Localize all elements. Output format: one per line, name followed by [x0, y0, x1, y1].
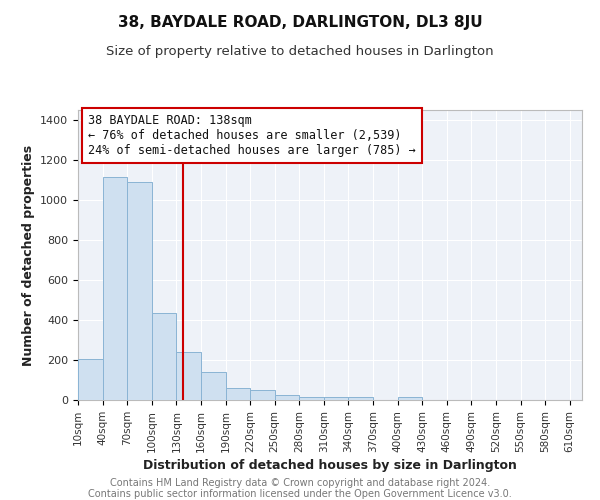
X-axis label: Distribution of detached houses by size in Darlington: Distribution of detached houses by size … [143, 458, 517, 471]
Bar [398, 397, 422, 400]
Bar [152, 313, 176, 400]
Bar [349, 397, 373, 400]
Y-axis label: Number of detached properties: Number of detached properties [22, 144, 35, 366]
Bar [250, 390, 275, 400]
Bar [275, 395, 299, 400]
Text: Size of property relative to detached houses in Darlington: Size of property relative to detached ho… [106, 45, 494, 58]
Bar [176, 352, 201, 400]
Bar [201, 372, 226, 400]
Bar [324, 397, 349, 400]
Bar [226, 388, 250, 400]
Bar [299, 397, 324, 400]
Bar [127, 182, 152, 400]
Bar [103, 177, 127, 400]
Bar [78, 359, 103, 400]
Text: Contains public sector information licensed under the Open Government Licence v3: Contains public sector information licen… [88, 489, 512, 499]
Text: Contains HM Land Registry data © Crown copyright and database right 2024.: Contains HM Land Registry data © Crown c… [110, 478, 490, 488]
Text: 38, BAYDALE ROAD, DARLINGTON, DL3 8JU: 38, BAYDALE ROAD, DARLINGTON, DL3 8JU [118, 15, 482, 30]
Text: 38 BAYDALE ROAD: 138sqm
← 76% of detached houses are smaller (2,539)
24% of semi: 38 BAYDALE ROAD: 138sqm ← 76% of detache… [88, 114, 416, 158]
